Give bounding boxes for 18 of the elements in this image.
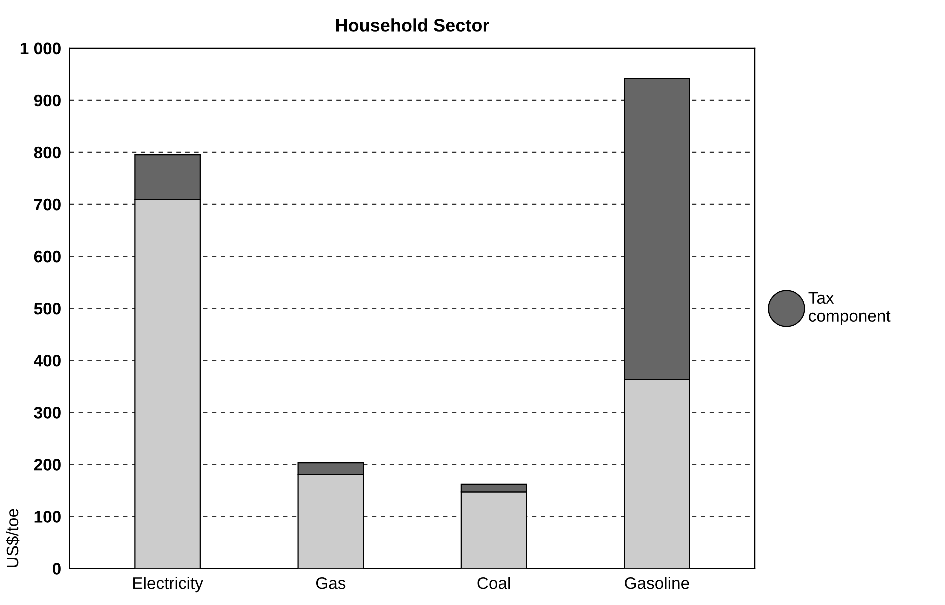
y-tick-label: 900 [34, 94, 61, 107]
y-tick-label: 800 [34, 146, 61, 159]
y-tick-label: 200 [34, 459, 61, 471]
y-tick-label: 300 [34, 407, 61, 419]
y-tick-label: 700 [34, 198, 61, 211]
y-tick-label: 500 [34, 302, 61, 315]
x-tick-label: Electricity [134, 577, 204, 593]
x-tick-label: Gasoline [625, 577, 690, 590]
y-tick-label: 0 [52, 563, 61, 575]
y-tick-label: 1 000 [20, 42, 61, 55]
y-axis-title: US$/toe [6, 509, 20, 568]
x-tick-label: Gas [316, 577, 346, 590]
x-tick-label: Coal [478, 577, 510, 590]
y-tick-label: 600 [34, 250, 61, 263]
chart-title: Household Sector [336, 18, 490, 32]
y-tick-label: 100 [34, 511, 61, 523]
legend-label: Tax component [808, 292, 891, 326]
y-tick-label: 400 [34, 354, 61, 367]
